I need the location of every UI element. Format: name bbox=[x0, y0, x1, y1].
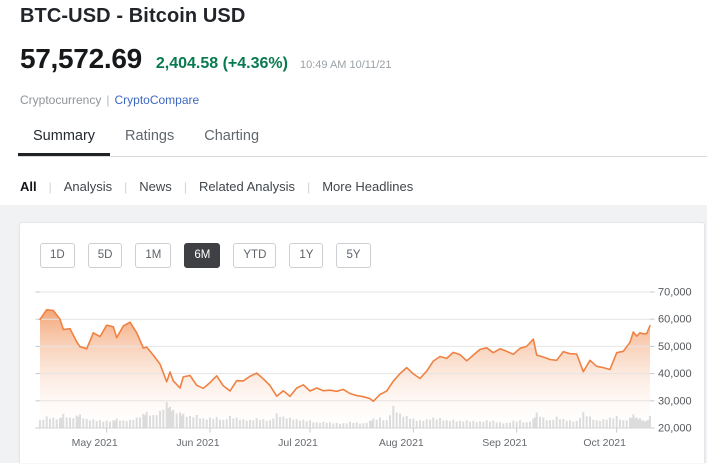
range-button-6m[interactable]: 6M bbox=[184, 243, 221, 268]
range-button-row: 1D 5D 1M 6M YTD 1Y 5Y bbox=[40, 243, 371, 268]
news-filter-related-analysis[interactable]: Related Analysis bbox=[198, 179, 296, 194]
chart-card: 1D 5D 1M 6M YTD 1Y 5Y 70,000 60,000 50,000 40,000… bbox=[19, 222, 705, 463]
instrument-source-row: Cryptocurrency | CryptoCompare bbox=[20, 93, 199, 107]
price-row: 57,572.69 2,404.58 (+4.36%) 10:49 AM 10/… bbox=[20, 43, 392, 75]
news-filter-bar: All | Analysis | News | Related Analysis | More … bbox=[20, 179, 413, 194]
svg-text:May 2021: May 2021 bbox=[72, 437, 118, 449]
range-button-ytd[interactable]: YTD bbox=[233, 243, 277, 268]
tab-summary[interactable]: Summary bbox=[18, 126, 111, 156]
filter-divider: | bbox=[183, 179, 187, 194]
svg-text:30,000: 30,000 bbox=[658, 395, 692, 407]
source-divider: | bbox=[106, 93, 110, 107]
tab-ratings[interactable]: Ratings bbox=[125, 128, 175, 144]
news-filter-analysis[interactable]: Analysis bbox=[63, 179, 113, 194]
instrument-category: Cryptocurrency bbox=[20, 93, 102, 107]
svg-text:Aug 2021: Aug 2021 bbox=[379, 437, 424, 449]
source-link[interactable]: CryptoCompare bbox=[114, 93, 200, 107]
x-axis-labels: May 2021 Jun 2021 Jul 2021 Aug 2021 Sep 2021… bbox=[72, 437, 627, 449]
filter-divider: | bbox=[124, 179, 128, 194]
quote-timestamp: 10:49 AM 10/11/21 bbox=[299, 59, 392, 71]
axis-ticks bbox=[35, 291, 655, 433]
range-button-1m[interactable]: 1M bbox=[135, 243, 172, 268]
range-button-5y[interactable]: 5Y bbox=[336, 243, 371, 268]
svg-text:20,000: 20,000 bbox=[658, 423, 692, 435]
range-button-1d[interactable]: 1D bbox=[40, 243, 75, 268]
news-filter-all[interactable]: All bbox=[20, 179, 37, 194]
range-button-1y[interactable]: 1Y bbox=[289, 243, 324, 268]
price-line bbox=[39, 308, 651, 403]
current-price: 57,572.69 bbox=[20, 43, 142, 74]
svg-text:Jul 2021: Jul 2021 bbox=[278, 437, 318, 449]
filter-divider: | bbox=[307, 179, 311, 194]
svg-text:50,000: 50,000 bbox=[658, 341, 692, 353]
price-change: 2,404.58 (+4.36%) bbox=[155, 55, 288, 72]
volume-bars bbox=[39, 402, 651, 428]
tab-charting[interactable]: Charting bbox=[204, 128, 260, 144]
filter-divider: | bbox=[48, 179, 52, 194]
svg-text:60,000: 60,000 bbox=[658, 314, 692, 326]
y-axis-labels: 70,000 60,000 50,000 40,000 30,000 20,000 bbox=[658, 287, 692, 435]
news-filter-news[interactable]: News bbox=[139, 179, 172, 194]
page-title: BTC-USD - Bitcoin USD bbox=[20, 5, 246, 27]
news-filter-more-headlines[interactable]: More Headlines bbox=[322, 179, 414, 194]
tab-bar: Summary Ratings Charting bbox=[18, 126, 707, 157]
svg-text:Jun 2021: Jun 2021 bbox=[176, 437, 219, 449]
gridlines bbox=[40, 291, 650, 402]
svg-text:Sep 2021: Sep 2021 bbox=[482, 437, 527, 449]
price-area-fill bbox=[40, 309, 650, 428]
svg-text:70,000: 70,000 bbox=[658, 287, 692, 299]
range-button-5d[interactable]: 5D bbox=[87, 243, 123, 268]
svg-text:40,000: 40,000 bbox=[658, 368, 692, 380]
tab-bar-wrap: Summary Ratings Charting bbox=[0, 126, 707, 157]
price-chart[interactable]: 70,000 60,000 50,000 40,000 30,000 20,000 May … bbox=[20, 280, 704, 464]
svg-text:Oct 2021: Oct 2021 bbox=[583, 437, 626, 449]
